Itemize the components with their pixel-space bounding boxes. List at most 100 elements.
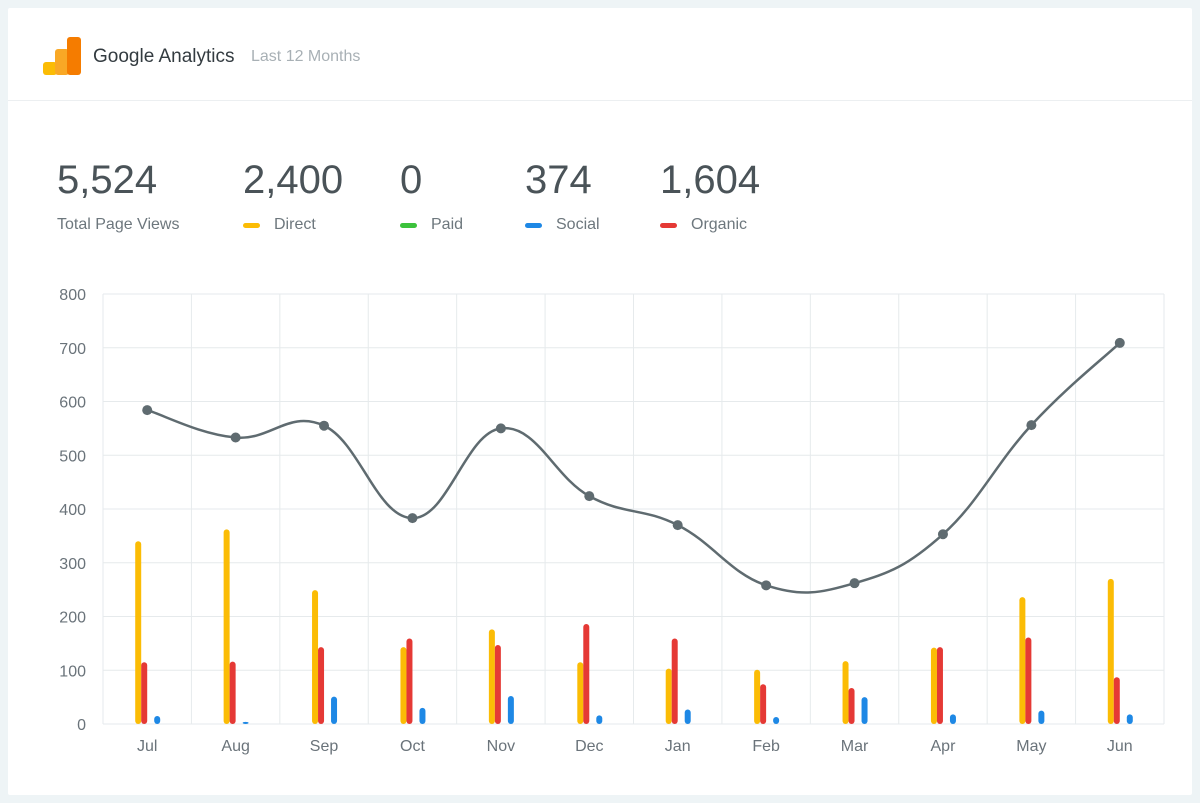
y-tick-label: 700 bbox=[59, 341, 86, 358]
total-line-point bbox=[761, 580, 772, 591]
stat-social: 374 Social bbox=[525, 158, 600, 234]
bar-direct bbox=[577, 662, 584, 724]
stat-total-page-views: 5,524 Total Page Views bbox=[57, 158, 179, 234]
x-tick-label: Jul bbox=[137, 738, 157, 755]
legend-swatch-social bbox=[525, 222, 542, 228]
bar-organic bbox=[406, 638, 413, 724]
x-tick-label: Aug bbox=[221, 738, 249, 755]
x-tick-label: Jun bbox=[1107, 738, 1133, 755]
stat-value: 2,400 bbox=[243, 158, 344, 202]
stat-label: Paid bbox=[431, 216, 464, 233]
bar-organic bbox=[848, 687, 855, 724]
legend-swatch-organic bbox=[660, 222, 677, 228]
total-line-point bbox=[1114, 337, 1125, 348]
legend-swatch-direct bbox=[243, 222, 260, 228]
stat-direct: 2,400 Direct bbox=[243, 158, 343, 234]
y-tick-label: 500 bbox=[59, 448, 86, 465]
total-line-point bbox=[407, 513, 418, 524]
total-line-point bbox=[495, 423, 506, 434]
y-tick-label: 0 bbox=[77, 717, 86, 734]
y-tick-label: 600 bbox=[59, 395, 86, 412]
bar-organic bbox=[1113, 677, 1120, 724]
bar-direct bbox=[1107, 578, 1114, 724]
bar-direct bbox=[312, 590, 319, 724]
bar-direct bbox=[930, 647, 937, 724]
total-line-layer bbox=[142, 337, 1125, 594]
stat-paid: 0 Paid bbox=[400, 158, 463, 234]
google-analytics-logo-icon bbox=[43, 37, 81, 75]
bar-direct bbox=[1019, 597, 1026, 724]
stat-label: Organic bbox=[691, 216, 748, 233]
bar-organic bbox=[583, 624, 590, 724]
bar-organic bbox=[671, 638, 678, 724]
total-line-point bbox=[849, 578, 860, 589]
bar-direct bbox=[754, 669, 761, 724]
stat-label: Direct bbox=[274, 216, 316, 233]
bar-social bbox=[949, 714, 956, 724]
bar-social bbox=[861, 697, 868, 724]
bar-social bbox=[773, 717, 780, 724]
bar-organic bbox=[1025, 637, 1032, 724]
total-line-point bbox=[142, 405, 153, 416]
stat-label-row: Paid bbox=[400, 216, 463, 234]
bar-direct bbox=[488, 629, 495, 724]
y-tick-label: 400 bbox=[59, 502, 86, 519]
bar-social bbox=[596, 715, 603, 724]
x-tick-label: Mar bbox=[841, 738, 869, 755]
bar-social bbox=[154, 715, 161, 724]
bar-direct bbox=[400, 647, 407, 724]
grid bbox=[102, 293, 1165, 725]
x-tick-label: May bbox=[1016, 738, 1046, 755]
bar-direct bbox=[842, 661, 849, 724]
bar-direct bbox=[665, 668, 672, 724]
bar-organic bbox=[318, 647, 325, 724]
y-tick-label: 300 bbox=[59, 556, 86, 573]
app-title: Google Analytics bbox=[93, 46, 235, 67]
bar-social bbox=[507, 696, 514, 724]
total-line-point bbox=[672, 520, 683, 531]
stat-value: 1,604 bbox=[660, 158, 761, 202]
x-tick-label: Nov bbox=[487, 738, 515, 755]
stat-value: 374 bbox=[525, 158, 592, 202]
stat-label: Social bbox=[556, 216, 600, 233]
bar-social bbox=[331, 696, 338, 724]
stat-label: Total Page Views bbox=[57, 216, 180, 233]
bar-social bbox=[242, 721, 249, 724]
bar-organic bbox=[936, 647, 943, 724]
total-line-point bbox=[937, 529, 948, 540]
bars bbox=[135, 529, 1133, 724]
card-header: Google Analytics Last 12 Months bbox=[8, 8, 1192, 101]
bar-social bbox=[1038, 710, 1045, 724]
y-tick-label: 100 bbox=[59, 663, 86, 680]
total-line-point bbox=[584, 491, 595, 502]
x-tick-label: Oct bbox=[400, 738, 425, 755]
total-line-point bbox=[230, 432, 241, 443]
legend-swatch-paid bbox=[400, 222, 417, 228]
total-line-point bbox=[1026, 420, 1037, 431]
y-tick-label: 800 bbox=[59, 287, 86, 304]
bar-social bbox=[419, 707, 426, 724]
period-label: Last 12 Months bbox=[251, 48, 361, 65]
bar-social bbox=[1126, 714, 1133, 724]
axis-labels: 0 100 200 300 400 500 600 700 800 Jul Aug Sep Oct Nov… bbox=[59, 287, 1132, 755]
stat-label-row: Organic bbox=[660, 216, 760, 234]
stat-label-row: Direct bbox=[243, 216, 343, 234]
bar-organic bbox=[141, 662, 148, 724]
x-tick-label: Dec bbox=[575, 738, 603, 755]
bar-organic bbox=[760, 684, 767, 724]
stat-value: 0 bbox=[400, 158, 423, 202]
y-tick-label: 200 bbox=[59, 610, 86, 627]
total-line-point bbox=[319, 420, 330, 431]
bar-organic bbox=[229, 661, 236, 724]
x-tick-label: Sep bbox=[310, 738, 339, 755]
bar-direct bbox=[135, 541, 142, 724]
x-tick-label: Apr bbox=[931, 738, 957, 755]
x-tick-label: Feb bbox=[752, 738, 780, 755]
stat-label-row: Social bbox=[525, 216, 600, 234]
stat-label-row: Total Page Views bbox=[57, 216, 179, 234]
bar-social bbox=[684, 709, 691, 724]
bar-direct bbox=[223, 529, 230, 724]
bar-organic bbox=[494, 644, 501, 724]
stat-organic: 1,604 Organic bbox=[660, 158, 760, 234]
